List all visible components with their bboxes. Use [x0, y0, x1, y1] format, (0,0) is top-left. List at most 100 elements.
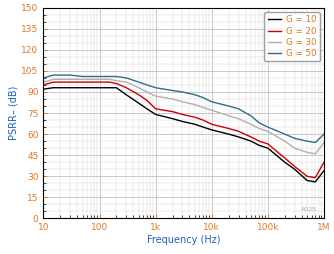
G = 50 — [41, 76, 45, 80]
G = 30 — [171, 98, 175, 101]
G = 30 — [145, 90, 149, 93]
G = 20 — [293, 165, 297, 168]
G = 50 — [137, 81, 141, 84]
G = 20 — [68, 81, 72, 84]
G = 50 — [145, 83, 149, 86]
G = 30 — [89, 78, 93, 81]
G = 20 — [137, 93, 141, 96]
G = 50 — [249, 114, 253, 117]
G = 50 — [257, 121, 261, 124]
G = 20 — [210, 123, 214, 126]
G = 20 — [283, 156, 287, 160]
G = 50 — [322, 133, 326, 136]
G = 20 — [201, 119, 205, 122]
Line: G = 20: G = 20 — [43, 82, 324, 178]
G = 30 — [51, 78, 55, 81]
G = 10 — [80, 86, 85, 89]
G = 20 — [51, 81, 55, 84]
G = 20 — [154, 107, 158, 110]
G = 10 — [257, 144, 261, 147]
G = 50 — [68, 74, 72, 77]
Y-axis label: PSRR– (dB): PSRR– (dB) — [9, 86, 18, 140]
Text: A025: A025 — [301, 207, 317, 212]
G = 30 — [68, 78, 72, 81]
G = 50 — [305, 140, 309, 143]
G = 10 — [305, 179, 309, 182]
G = 50 — [171, 89, 175, 92]
G = 50 — [313, 141, 317, 144]
G = 30 — [41, 81, 45, 84]
G = 50 — [201, 96, 205, 99]
G = 20 — [98, 81, 102, 84]
G = 50 — [266, 125, 270, 129]
G = 30 — [249, 123, 253, 126]
G = 50 — [227, 104, 231, 107]
G = 30 — [180, 100, 184, 103]
G = 50 — [283, 133, 287, 136]
G = 10 — [193, 123, 197, 126]
G = 30 — [201, 106, 205, 109]
G = 20 — [89, 81, 93, 84]
G = 20 — [322, 161, 326, 164]
Legend: G = 10, G = 20, G = 30, G = 50: G = 10, G = 20, G = 30, G = 50 — [264, 12, 320, 61]
G = 10 — [293, 168, 297, 171]
G = 30 — [137, 86, 141, 89]
G = 10 — [41, 88, 45, 91]
G = 30 — [193, 103, 197, 106]
G = 50 — [89, 75, 93, 78]
G = 20 — [266, 142, 270, 146]
G = 20 — [108, 81, 112, 84]
G = 30 — [154, 95, 158, 98]
G = 20 — [124, 86, 128, 89]
G = 50 — [210, 100, 214, 103]
G = 30 — [257, 127, 261, 130]
G = 20 — [305, 175, 309, 178]
G = 30 — [236, 117, 240, 120]
G = 50 — [293, 137, 297, 140]
G = 30 — [283, 140, 287, 143]
G = 50 — [80, 75, 85, 78]
G = 50 — [124, 76, 128, 80]
G = 10 — [154, 113, 158, 116]
G = 50 — [180, 90, 184, 93]
G = 10 — [51, 86, 55, 89]
G = 10 — [313, 180, 317, 183]
G = 50 — [51, 74, 55, 77]
G = 10 — [322, 169, 326, 172]
G = 10 — [145, 107, 149, 110]
G = 30 — [124, 81, 128, 84]
G = 10 — [249, 140, 253, 143]
G = 20 — [80, 81, 85, 84]
G = 10 — [58, 86, 62, 89]
G = 30 — [58, 78, 62, 81]
G = 30 — [293, 147, 297, 150]
G = 10 — [283, 161, 287, 164]
G = 30 — [227, 114, 231, 117]
G = 20 — [115, 82, 119, 85]
G = 30 — [210, 109, 214, 112]
G = 20 — [257, 140, 261, 143]
G = 10 — [137, 102, 141, 105]
G = 20 — [41, 83, 45, 86]
G = 50 — [236, 107, 240, 110]
G = 20 — [227, 127, 231, 130]
G = 10 — [89, 86, 93, 89]
G = 50 — [58, 74, 62, 77]
G = 20 — [193, 116, 197, 119]
G = 30 — [115, 79, 119, 82]
Line: G = 30: G = 30 — [43, 79, 324, 154]
G = 30 — [80, 78, 85, 81]
G = 30 — [266, 130, 270, 133]
G = 20 — [145, 99, 149, 102]
G = 10 — [201, 125, 205, 129]
G = 10 — [227, 133, 231, 136]
G = 10 — [115, 86, 119, 89]
G = 20 — [249, 135, 253, 138]
G = 10 — [171, 117, 175, 120]
G = 10 — [124, 93, 128, 96]
G = 30 — [98, 78, 102, 81]
Line: G = 50: G = 50 — [43, 75, 324, 142]
G = 50 — [98, 75, 102, 78]
G = 10 — [236, 135, 240, 138]
G = 20 — [58, 81, 62, 84]
